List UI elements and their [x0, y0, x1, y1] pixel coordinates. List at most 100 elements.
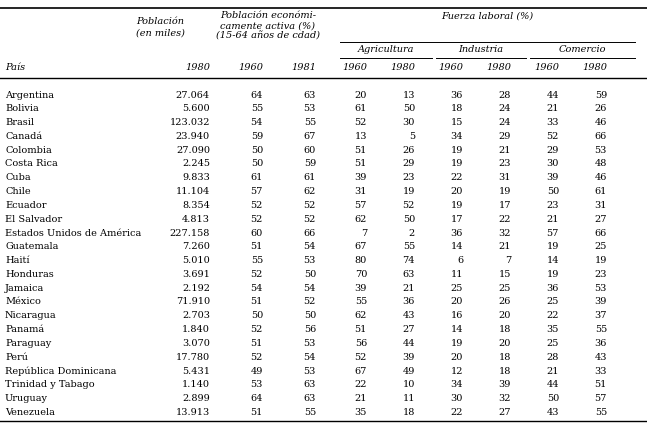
- Text: 50: 50: [402, 214, 415, 224]
- Text: 18: 18: [499, 325, 511, 334]
- Text: 11: 11: [450, 270, 463, 279]
- Text: 53: 53: [303, 366, 316, 375]
- Text: 19: 19: [450, 201, 463, 210]
- Text: 30: 30: [547, 160, 559, 169]
- Text: 51: 51: [355, 160, 367, 169]
- Text: 2.192: 2.192: [182, 284, 210, 293]
- Text: 66: 66: [595, 229, 607, 238]
- Text: Estados Unidos de América: Estados Unidos de América: [5, 229, 141, 238]
- Text: 25: 25: [450, 284, 463, 293]
- Text: 1960: 1960: [438, 63, 463, 73]
- Text: Industria: Industria: [459, 45, 503, 54]
- Text: Nicaragua: Nicaragua: [5, 311, 57, 320]
- Text: 52: 52: [303, 201, 316, 210]
- Text: 57: 57: [595, 394, 607, 403]
- Text: 26: 26: [402, 146, 415, 155]
- Text: 14: 14: [547, 256, 559, 265]
- Text: 2: 2: [409, 229, 415, 238]
- Text: 9.833: 9.833: [182, 173, 210, 182]
- Text: 64: 64: [250, 91, 263, 100]
- Text: 50: 50: [303, 311, 316, 320]
- Text: 123.032: 123.032: [170, 118, 210, 127]
- Text: 43: 43: [402, 311, 415, 320]
- Text: 55: 55: [251, 256, 263, 265]
- Text: 50: 50: [547, 394, 559, 403]
- Text: 1960: 1960: [534, 63, 559, 73]
- Text: Brasil: Brasil: [5, 118, 34, 127]
- Text: 13: 13: [355, 132, 367, 141]
- Text: 52: 52: [250, 214, 263, 224]
- Text: 52: 52: [303, 297, 316, 306]
- Text: 23: 23: [498, 160, 511, 169]
- Text: Trinidad y Tabago: Trinidad y Tabago: [5, 380, 94, 389]
- Text: 51: 51: [355, 146, 367, 155]
- Text: 74: 74: [402, 256, 415, 265]
- Text: 44: 44: [547, 380, 559, 389]
- Text: 54: 54: [303, 353, 316, 362]
- Text: 24: 24: [498, 104, 511, 113]
- Text: 1981: 1981: [291, 63, 316, 73]
- Text: 39: 39: [355, 284, 367, 293]
- Text: 23: 23: [402, 173, 415, 182]
- Text: 11: 11: [402, 394, 415, 403]
- Text: 52: 52: [250, 353, 263, 362]
- Text: Venezuela: Venezuela: [5, 408, 55, 417]
- Text: 27.090: 27.090: [176, 146, 210, 155]
- Text: Uruguay: Uruguay: [5, 394, 48, 403]
- Text: Guatemala: Guatemala: [5, 242, 58, 251]
- Text: 56: 56: [355, 339, 367, 348]
- Text: 55: 55: [303, 118, 316, 127]
- Text: 39: 39: [355, 173, 367, 182]
- Text: Perú: Perú: [5, 353, 28, 362]
- Text: 1980: 1980: [582, 63, 607, 73]
- Text: 20: 20: [450, 353, 463, 362]
- Text: camente activa (%): camente activa (%): [221, 21, 316, 30]
- Text: 30: 30: [450, 394, 463, 403]
- Text: 4.813: 4.813: [182, 214, 210, 224]
- Text: 51: 51: [250, 242, 263, 251]
- Text: 1960: 1960: [238, 63, 263, 73]
- Text: República Dominicana: República Dominicana: [5, 366, 116, 376]
- Text: 34: 34: [450, 132, 463, 141]
- Text: 52: 52: [250, 270, 263, 279]
- Text: 54: 54: [250, 118, 263, 127]
- Text: 51: 51: [250, 297, 263, 306]
- Text: 34: 34: [450, 380, 463, 389]
- Text: 19: 19: [595, 256, 607, 265]
- Text: 56: 56: [303, 325, 316, 334]
- Text: 21: 21: [547, 104, 559, 113]
- Text: 55: 55: [303, 408, 316, 417]
- Text: 28: 28: [547, 353, 559, 362]
- Text: 36: 36: [595, 339, 607, 348]
- Text: 14: 14: [450, 242, 463, 251]
- Text: 31: 31: [498, 173, 511, 182]
- Text: 60: 60: [303, 146, 316, 155]
- Text: 61: 61: [355, 104, 367, 113]
- Text: (en miles): (en miles): [136, 28, 184, 37]
- Text: 227.158: 227.158: [170, 229, 210, 238]
- Text: 59: 59: [595, 91, 607, 100]
- Text: 67: 67: [355, 366, 367, 375]
- Text: 50: 50: [251, 311, 263, 320]
- Text: 44: 44: [547, 91, 559, 100]
- Text: 27.064: 27.064: [176, 91, 210, 100]
- Text: 60: 60: [251, 229, 263, 238]
- Text: 31: 31: [595, 201, 607, 210]
- Text: 20: 20: [355, 91, 367, 100]
- Text: 52: 52: [355, 118, 367, 127]
- Text: 5.010: 5.010: [182, 256, 210, 265]
- Text: 52: 52: [250, 201, 263, 210]
- Text: 21: 21: [498, 146, 511, 155]
- Text: 39: 39: [499, 380, 511, 389]
- Text: 21: 21: [402, 284, 415, 293]
- Text: 20: 20: [499, 311, 511, 320]
- Text: 29: 29: [402, 160, 415, 169]
- Text: 46: 46: [595, 173, 607, 182]
- Text: 21: 21: [355, 394, 367, 403]
- Text: 17: 17: [498, 201, 511, 210]
- Text: 53: 53: [595, 284, 607, 293]
- Text: 3.691: 3.691: [182, 270, 210, 279]
- Text: 51: 51: [250, 339, 263, 348]
- Text: Población: Población: [136, 18, 184, 27]
- Text: 52: 52: [303, 214, 316, 224]
